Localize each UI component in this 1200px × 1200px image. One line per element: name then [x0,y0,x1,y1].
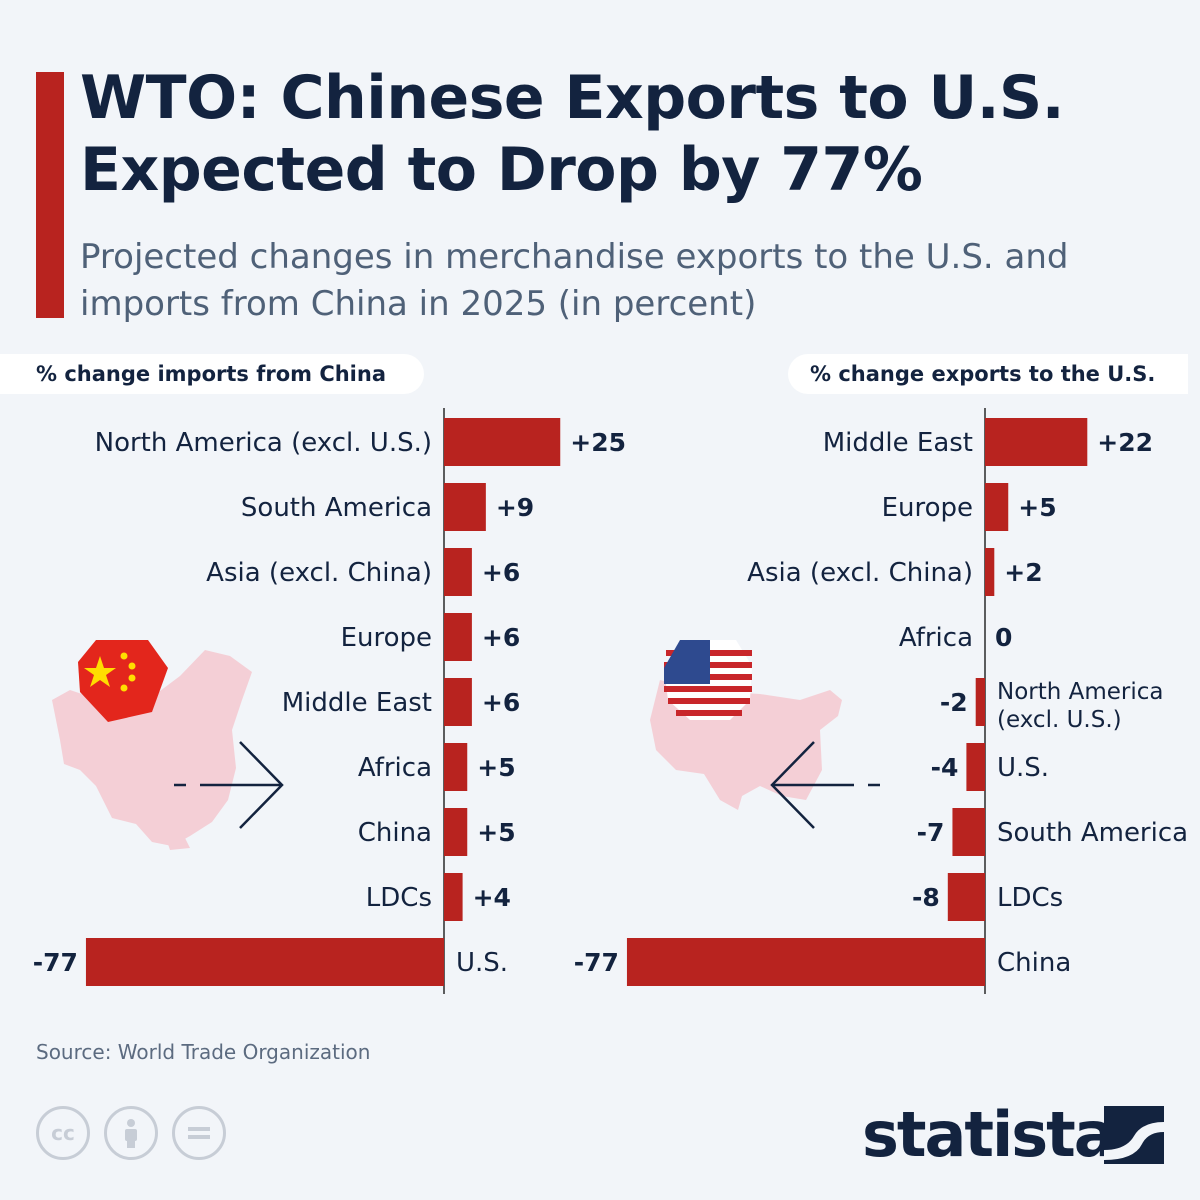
title-accent-bar [36,72,64,318]
right-category-label: Europe [882,493,973,523]
left-category-label: North America (excl. U.S.) [95,428,432,458]
no-derivatives-icon[interactable] [172,1106,226,1160]
left-category-label: Asia (excl. China) [206,558,432,588]
right-value-label: 0 [995,623,1012,652]
left-category-label: U.S. [456,948,508,978]
right-bar [985,418,1088,466]
left-category-label: Europe [341,623,432,653]
left-bar [444,548,472,596]
left-value-label: +6 [482,623,520,652]
right-bar-chart: Middle East +22 Europe +5 Asia (excl. China)… [574,408,1188,994]
right-category-label: Africa [899,623,973,653]
left-bar [444,873,463,921]
right-category-label: North America (excl. U.S.) [997,679,1164,733]
right-value-label: -7 [917,818,945,847]
right-bar [626,938,985,986]
license-icons: cc [36,1106,226,1160]
left-bar [85,938,444,986]
left-value-label: +9 [496,493,534,522]
left-category-label: Africa [358,753,432,783]
right-value-label: -4 [931,753,959,782]
left-value-label: +25 [570,428,626,457]
us-flag-icon [664,640,752,720]
right-value-label: +22 [1097,428,1153,457]
left-bar-chart: North America (excl. U.S.) +25 South Ameri… [33,408,626,994]
left-category-label: China [358,818,432,848]
right-bar [985,548,995,596]
right-value-label: -2 [940,688,968,717]
right-value-label: -8 [912,883,940,912]
statista-logo-icon[interactable] [1104,1106,1164,1164]
left-value-label: +6 [482,688,520,717]
right-category-label: LDCs [997,883,1063,913]
left-bar [444,483,486,531]
right-value-label: +2 [1004,558,1042,587]
arrow-left-icon [770,741,880,829]
right-bar [966,743,985,791]
right-bar [975,678,985,726]
attribution-icon[interactable] [104,1106,158,1160]
left-bar [444,678,472,726]
left-bar [444,743,468,791]
right-bar [952,808,985,856]
left-value-label: +6 [482,558,520,587]
right-category-label: U.S. [997,753,1049,783]
page-title: WTO: Chinese Exports to U.S. Expected to… [80,63,1065,205]
left-value-label: -77 [33,948,78,977]
right-category-label: South America [997,818,1188,848]
cc-icon[interactable]: cc [36,1106,90,1160]
left-bar [444,808,468,856]
left-category-label: South America [241,493,432,523]
right-value-label: -77 [574,948,619,977]
source-note: Source: World Trade Organization [36,1040,371,1064]
right-value-label: +5 [1018,493,1056,522]
page-subtitle: Projected changes in merchandise exports… [80,237,1069,324]
right-bar [985,483,1009,531]
left-bar [444,613,472,661]
left-bar [444,418,561,466]
statista-wordmark[interactable]: statista [862,1098,1116,1171]
left-chart-title: % change imports from China [0,354,424,394]
left-value-label: +4 [473,883,511,912]
china-map-icon [52,650,252,850]
right-chart-title: % change exports to the U.S. [788,354,1188,394]
left-value-label: +5 [477,818,515,847]
right-category-label: Middle East [823,428,973,458]
left-category-label: Middle East [282,688,432,718]
right-bar [947,873,985,921]
right-category-label: Asia (excl. China) [747,558,973,588]
arrow-right-icon [174,741,284,829]
left-category-label: LDCs [366,883,432,913]
china-flag-icon [78,640,168,722]
left-value-label: +5 [477,753,515,782]
right-category-label: China [997,948,1071,978]
